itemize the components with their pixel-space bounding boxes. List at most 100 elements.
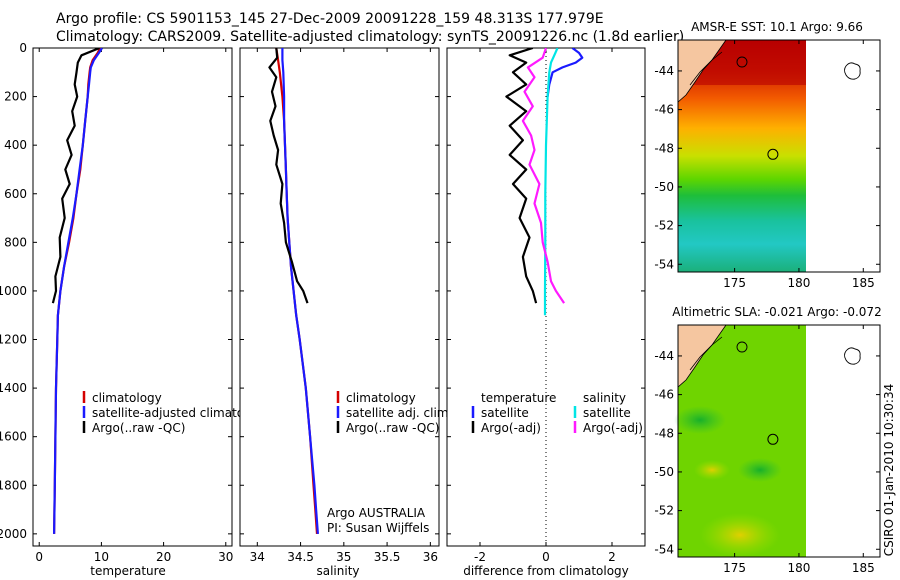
depth-tick-label: 600 [4,187,27,201]
lat-tick-label: -46 [654,388,674,402]
lon-tick-label: 175 [723,561,746,575]
argo-program-annotation: Argo AUSTRALIA [327,506,426,520]
lon-tick-label: 180 [787,276,810,290]
x-tick-label: 35 [336,550,351,564]
x-tick-label: 34.5 [287,550,314,564]
lon-tick-label: 185 [852,276,875,290]
x-tick-label: 35.5 [374,550,401,564]
legend-climatology-label: climatology [346,391,416,405]
lat-tick-label: -46 [654,103,674,117]
difference-panel: -2 0 2 difference from climatology tempera… [446,47,646,578]
salinity-legend: climatology satellite adj. clim. Argo(..… [336,391,452,435]
salinity-series [268,48,319,534]
legend-climatology-label: climatology [92,391,162,405]
temperature-series [51,48,103,534]
sla-lat-ticks: -44 -46 -48 -50 -52 -54 [654,349,880,556]
csiro-timestamp: CSIRO 01-Jan-2010 10:30:34 [882,384,896,556]
lon-tick-label: 175 [723,276,746,290]
profile-title: Argo profile: CS 5901153_145 27-Dec-2009… [56,11,604,27]
sla-low-blob [738,458,782,482]
sla-high-blob [694,460,730,480]
depth-tick-label: 1800 [0,478,27,492]
legend-satellite-label: satellite-adjusted climatology [92,406,270,420]
lat-tick-label: -52 [654,504,674,518]
sla-island-marker [736,341,748,353]
sla-low-blob [674,406,726,434]
temperature-axes-frame [32,47,233,547]
series-argo-raw-qc [268,48,309,304]
sst-land-mass [677,39,727,103]
lat-tick-label: -44 [654,64,674,78]
salinity-x-ticks: 34 34.5 35 35.5 36 [250,48,438,564]
sla-float-position-marker [767,433,779,445]
depth-tick-label: 0 [19,41,27,55]
difference-series [505,48,584,316]
legend-temp-argo-label: Argo(-adj) [481,421,541,435]
legend-argo-label: Argo(..raw -QC) [346,421,439,435]
sla-map: Altimetric SLA: -0.021 Argo: -0.072 -44-… [654,305,881,575]
x-tick-label: 2 [608,550,616,564]
lat-tick-label: -50 [654,465,674,479]
sst-float-position-marker [767,148,779,160]
sla-lon-ticks: 175 180 185 [723,325,875,575]
lat-tick-label: -48 [654,426,674,440]
series-argo-raw-qc [51,48,100,304]
depth-tick-label: 2000 [0,527,27,541]
sst-map-title: AMSR-E SST: 10.1 Argo: 9.66 [691,20,863,34]
x-tick-label: 36 [423,550,438,564]
temperature-panel: 0 200 400 600 800 1000 1200 1400 1600 1800 2000 0 1… [0,41,270,578]
x-tick-label: 20 [156,550,171,564]
series-satellite-adjusted-climatology [53,48,103,534]
salinity-depth-ticks [240,47,439,535]
difference-depth-ticks [447,47,645,535]
series-temperature-satellite [546,48,584,97]
sst-island-marker [736,56,748,68]
legend-salinity-heading: salinity [583,391,626,405]
sla-island-outline [844,347,861,365]
sla-map-title: Altimetric SLA: -0.021 Argo: -0.072 [672,305,881,319]
series-salinity-satellite [543,48,559,316]
difference-legend: temperature salinity satellite Argo(-adj… [471,391,643,435]
sla-coastline [689,336,723,371]
lat-tick-label: -50 [654,180,674,194]
sst-lat-ticks: -44 -46 -48 -50 -52 -54 [654,64,880,271]
legend-argo-label: Argo(..raw -QC) [92,421,185,435]
x-tick-label: 30 [218,550,233,564]
sla-no-data [806,325,880,557]
salinity-panel: 34 34.5 35 35.5 36 salinity climatology sate… [239,47,452,578]
lat-tick-label: -48 [654,141,674,155]
difference-x-label: difference from climatology [463,564,629,578]
x-tick-label: 34 [250,550,265,564]
sst-no-data [806,40,880,272]
salinity-x-label: salinity [316,564,359,578]
climatology-subtitle: Climatology: CARS2009. Satellite-adjuste… [56,29,685,45]
series-temperature-argo-adj [505,48,538,304]
x-tick-label: 10 [94,550,109,564]
legend-sal-satellite-label: satellite [583,406,631,420]
legend-temp-satellite-label: satellite [481,406,529,420]
x-tick-label: 0 [35,550,43,564]
series-salinity-argo-adj [521,48,566,304]
legend-sal-argo-label: Argo(-adj) [583,421,643,435]
sst-lon-ticks: 175 180 185 [723,40,875,290]
sst-map-frame [677,39,881,273]
sst-island-outline [844,62,861,80]
depth-tick-label: 1200 [0,333,27,347]
depth-ticks: 0 200 400 600 800 1000 1200 1400 1600 1800 2000 [0,41,232,541]
temperature-x-ticks: 0 10 20 30 [35,48,233,564]
sst-map: AMSR-E SST: 10.1 Argo: 9.66 -44 -46 -48 -50… [654,20,881,290]
temperature-legend: climatology satellite-adjusted climatolo… [82,391,270,435]
legend-temperature-heading: temperature [481,391,556,405]
lat-tick-label: -52 [654,219,674,233]
sla-map-frame [677,324,881,558]
sst-coastline [689,51,723,86]
sla-high-blob [700,513,780,557]
depth-tick-label: 200 [4,90,27,104]
lon-tick-label: 180 [787,561,810,575]
depth-tick-label: 1600 [0,430,27,444]
depth-tick-label: 400 [4,138,27,152]
x-tick-label: 0 [542,550,550,564]
legend-satellite-label: satellite adj. clim. [346,406,452,420]
series-satellite-adj-clim [281,48,319,534]
